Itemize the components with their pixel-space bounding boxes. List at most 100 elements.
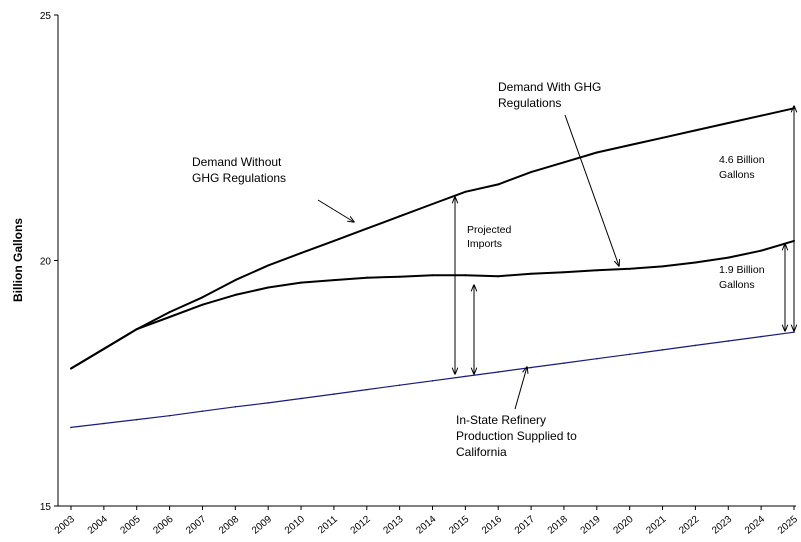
data-point [431, 379, 434, 382]
label-instate-3: California [456, 445, 507, 459]
label-instate-1: In-State Refinery [456, 413, 546, 427]
pointer-demand-with [564, 114, 619, 266]
x-tick-label: 2022 [677, 514, 701, 537]
data-point [201, 410, 204, 413]
data-point [234, 406, 237, 408]
label-demand-with-1: Demand With GHG [498, 80, 601, 94]
label-demand-without-1: Demand Without [192, 155, 282, 169]
data-point [267, 264, 270, 267]
data-point [760, 249, 763, 252]
data-point [234, 279, 237, 282]
label-demand-with-2: Regulations [498, 96, 561, 110]
data-point [70, 426, 72, 429]
data-point [694, 344, 697, 347]
data-point [300, 281, 303, 284]
data-point [398, 384, 401, 387]
series-line-demand-with [70, 239, 795, 370]
data-point [760, 114, 763, 117]
y-tick-label: 25 [40, 11, 52, 22]
x-tick-label: 2005 [119, 514, 143, 537]
data-point [661, 265, 664, 268]
data-point [365, 276, 368, 279]
data-point [793, 331, 795, 333]
data-point [530, 366, 532, 369]
x-tick-label: 2014 [414, 514, 438, 537]
x-tick-label: 2010 [283, 514, 307, 537]
x-tick-label: 2017 [513, 514, 537, 537]
data-point [530, 272, 533, 275]
label-projected-1: Projected [467, 224, 512, 236]
data-point [234, 293, 237, 296]
data-point [563, 362, 565, 364]
data-point [333, 393, 335, 395]
data-point [595, 151, 598, 154]
x-tick-label: 2004 [86, 514, 110, 537]
label-projected-2: Imports [467, 238, 502, 250]
data-point [661, 349, 664, 351]
data-point [300, 252, 303, 255]
data-point [694, 261, 697, 264]
data-point [431, 203, 434, 206]
data-point [464, 190, 467, 193]
label-instate-2: Production Supplied to [456, 429, 577, 443]
pointer-demand-without [317, 199, 354, 222]
x-tick-label: 2008 [217, 514, 241, 537]
data-point [168, 311, 171, 314]
data-point [168, 414, 171, 417]
data-point [562, 271, 565, 274]
data-point [530, 171, 533, 174]
data-point [727, 256, 730, 259]
data-point [497, 275, 500, 278]
series-line-demand-without [70, 107, 795, 370]
x-tick-label: 2021 [644, 514, 668, 537]
data-point [628, 144, 631, 147]
x-tick-label: 2003 [53, 514, 77, 537]
data-point [497, 371, 500, 373]
data-point [103, 422, 105, 425]
pointer-instate [514, 367, 527, 410]
data-point [267, 286, 270, 289]
y-axis-label: Billion Gallons [11, 218, 25, 302]
data-point [135, 328, 138, 331]
data-point [562, 161, 565, 164]
x-tick-label: 2006 [151, 514, 175, 537]
data-point [70, 367, 72, 370]
data-point [300, 397, 302, 400]
x-tick-label: 2024 [743, 514, 767, 537]
data-point [464, 375, 467, 378]
y-tick-label: 20 [40, 257, 52, 268]
data-point [431, 274, 434, 277]
data-point [332, 239, 335, 242]
x-tick-label: 2011 [316, 514, 340, 537]
series-line-instate [70, 331, 795, 428]
data-point [596, 357, 598, 360]
data-point [497, 183, 500, 186]
data-point [628, 353, 631, 356]
x-tick-label: 2016 [480, 514, 504, 537]
data-point [168, 315, 171, 318]
x-tick-label: 2018 [546, 514, 570, 537]
x-tick-label: 2012 [349, 514, 373, 537]
data-point [464, 274, 467, 277]
data-point [595, 269, 598, 272]
x-tick-label: 2020 [611, 514, 635, 537]
data-point [694, 129, 697, 132]
data-point [365, 227, 368, 230]
x-tick-label: 2023 [710, 514, 734, 537]
x-tick-label: 2015 [447, 514, 471, 537]
x-tick-label: 2025 [776, 514, 800, 537]
data-point [135, 418, 138, 421]
x-tick-label: 2009 [250, 514, 274, 537]
data-point [102, 347, 105, 350]
data-point [365, 388, 368, 391]
data-point [398, 215, 401, 218]
data-point [727, 340, 730, 342]
data-point [267, 402, 269, 404]
label-demand-without-2: GHG Regulations [192, 171, 286, 185]
x-tick-label: 2019 [579, 514, 603, 537]
data-point [760, 335, 762, 338]
x-tick-label: 2013 [381, 514, 405, 537]
data-point [661, 136, 664, 139]
label-gap-46-1: 4.6 Billion [719, 154, 765, 166]
